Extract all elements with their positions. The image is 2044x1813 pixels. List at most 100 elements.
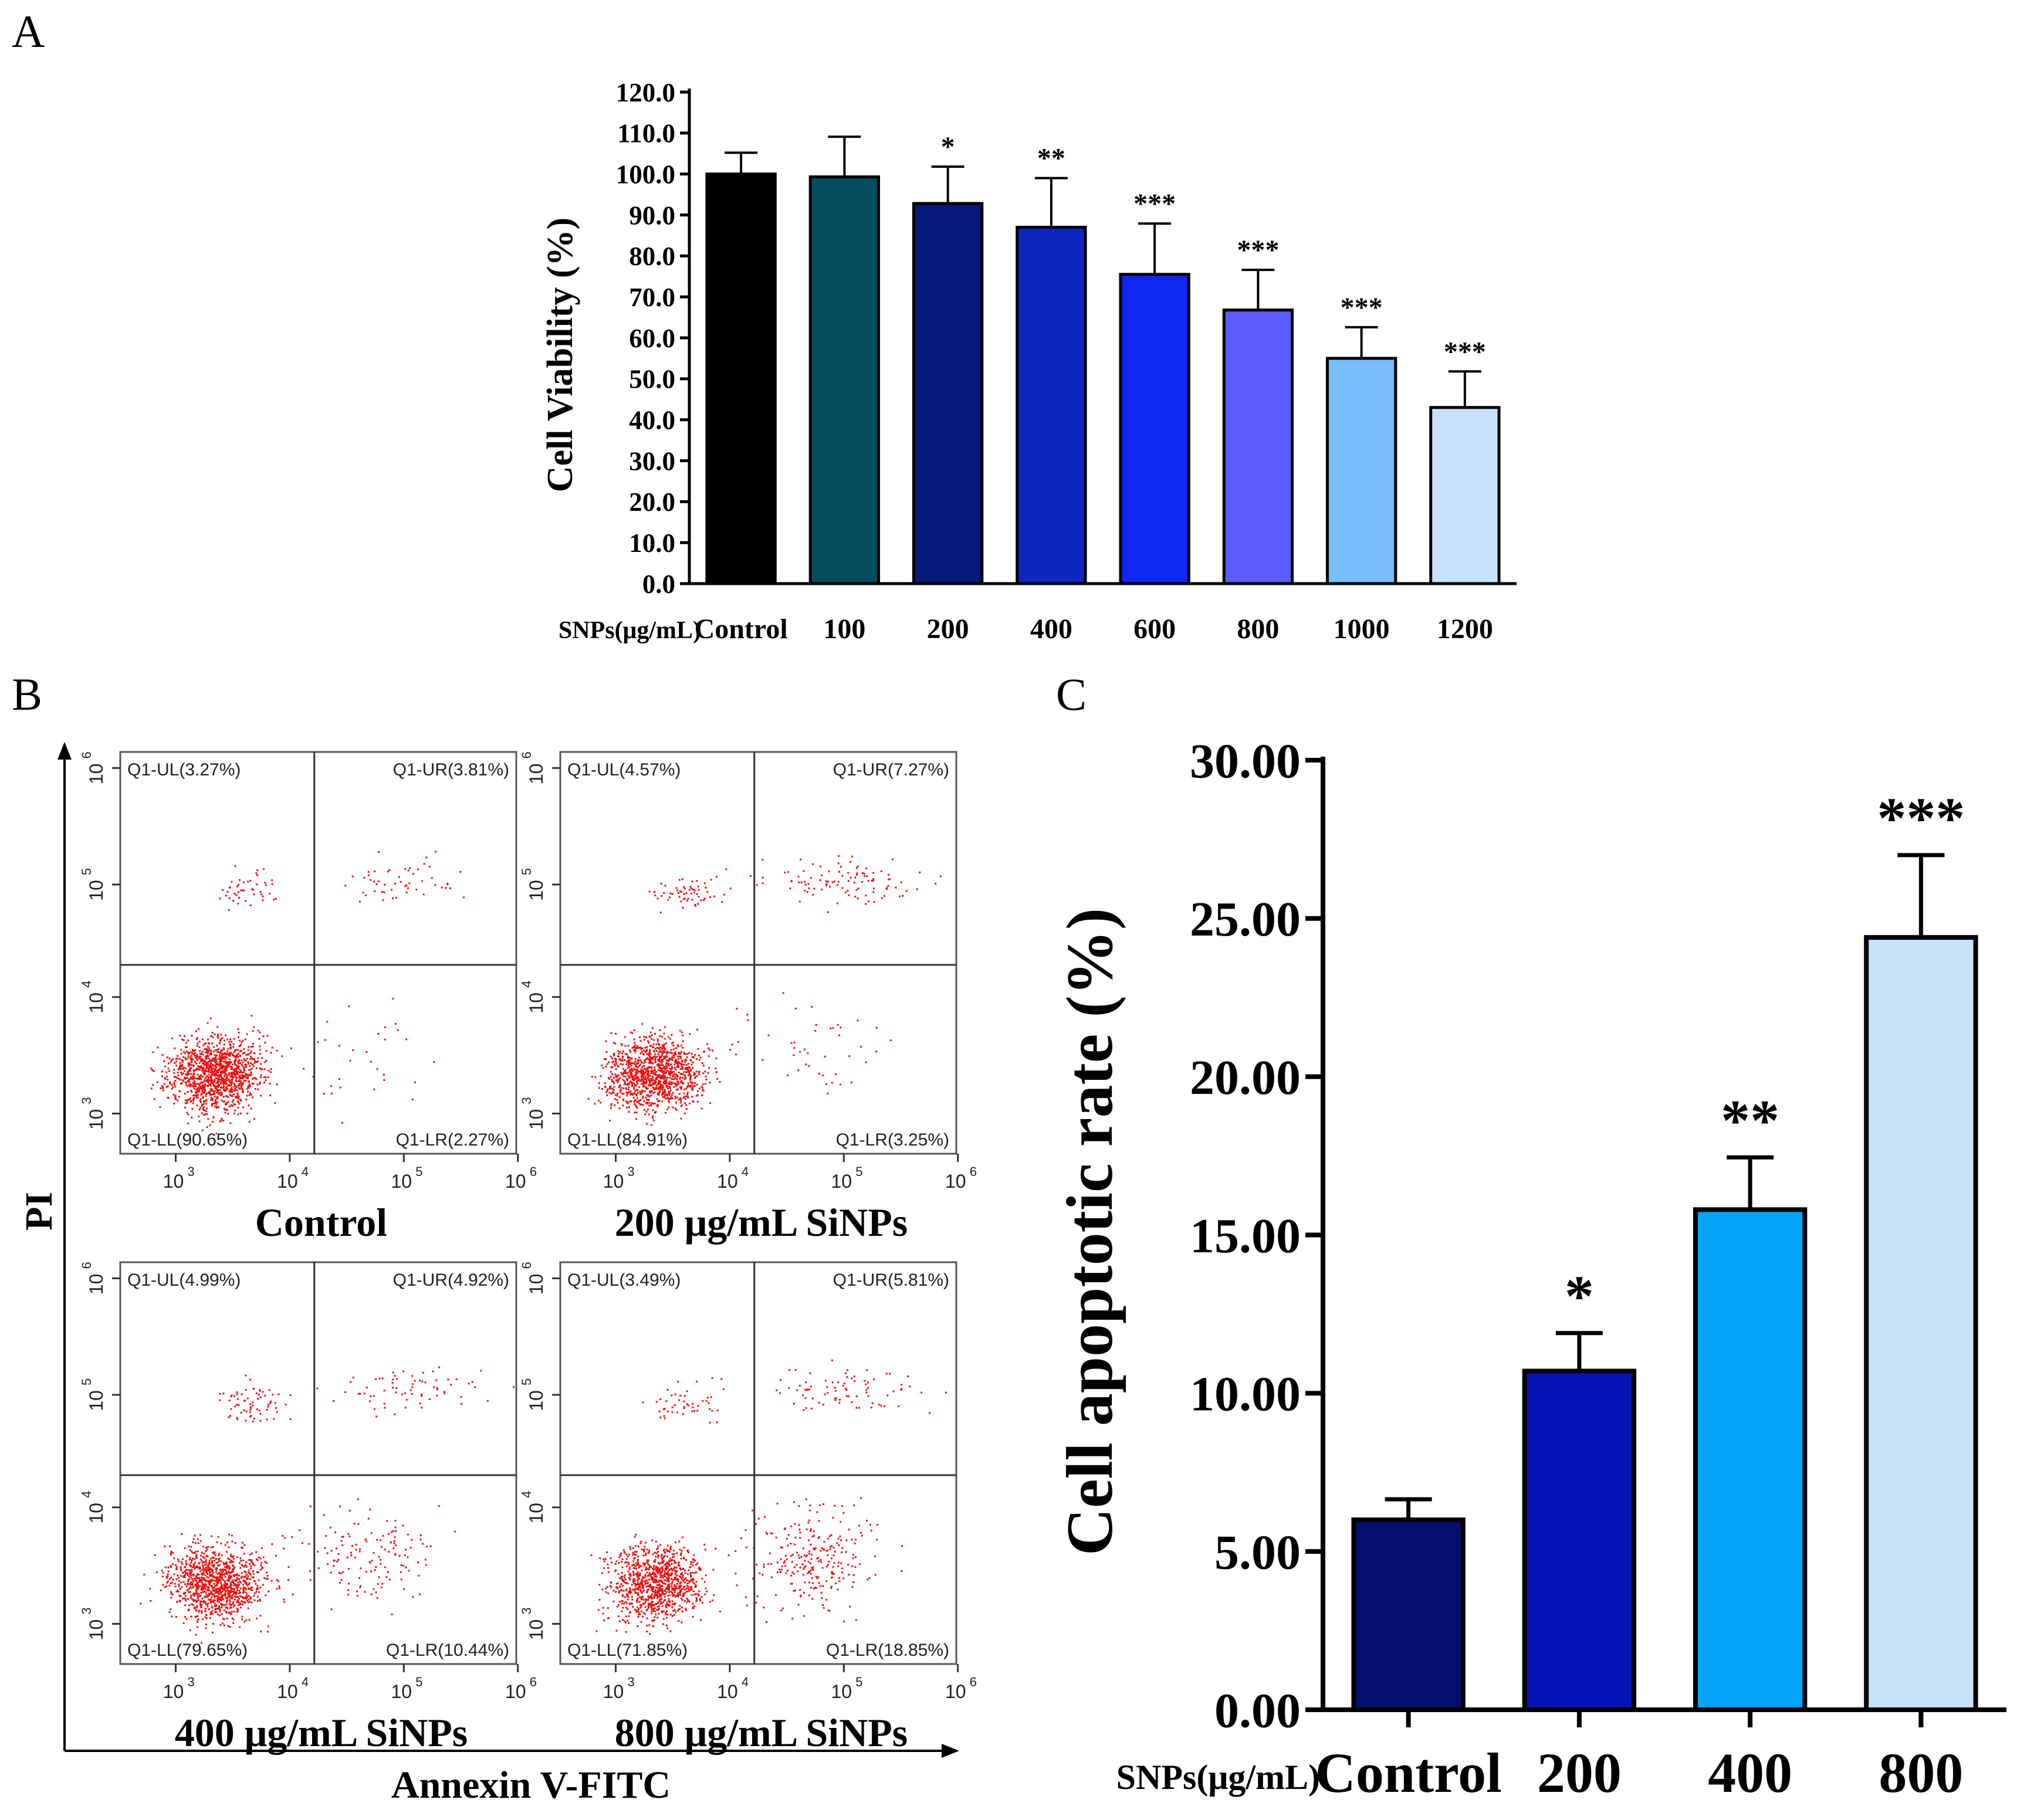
event-dot — [223, 1618, 225, 1620]
event-dot — [219, 1063, 222, 1066]
event-dot — [245, 1573, 248, 1575]
event-dot — [339, 1505, 341, 1507]
event-dot — [615, 1563, 617, 1565]
event-dot — [629, 1589, 631, 1591]
event-dot — [703, 882, 706, 885]
event-dot — [689, 1086, 691, 1088]
event-dot — [236, 1589, 238, 1591]
event-dot — [615, 1079, 617, 1082]
event-dot — [597, 1100, 600, 1102]
y-tick-label: 10.0 — [629, 528, 675, 558]
y-tick-label: 40.0 — [629, 405, 675, 435]
event-dot — [627, 1055, 629, 1058]
event-dot — [227, 1061, 229, 1063]
event-dot — [665, 1051, 667, 1053]
event-dot — [641, 1078, 644, 1080]
event-dot — [729, 1049, 732, 1051]
event-dot — [604, 1058, 606, 1060]
event-dot — [690, 1075, 692, 1077]
event-dot — [630, 1076, 632, 1078]
event-dot — [198, 1077, 199, 1079]
event-dot — [232, 1103, 235, 1105]
event-dot — [656, 1104, 658, 1106]
event-dot — [170, 1565, 172, 1567]
event-dot — [364, 1538, 367, 1540]
event-dot — [239, 1580, 241, 1582]
event-dot — [241, 1074, 243, 1076]
event-dot — [228, 1571, 230, 1573]
event-dot — [259, 1557, 262, 1560]
event-dot — [255, 1558, 258, 1561]
event-dot — [397, 1029, 399, 1031]
event-dot — [263, 868, 265, 870]
event-dot — [660, 1572, 662, 1574]
event-dot — [190, 1100, 192, 1102]
event-dot — [652, 1069, 654, 1072]
event-dot — [635, 1071, 637, 1073]
event-dot — [221, 1037, 224, 1039]
event-dot — [195, 1062, 197, 1065]
event-dot — [185, 1042, 187, 1044]
event-dot — [674, 1571, 676, 1573]
event-dot — [364, 894, 367, 896]
event-dot — [212, 1564, 215, 1567]
event-dot — [214, 1611, 216, 1613]
event-dot — [201, 1574, 204, 1576]
event-dot — [619, 1051, 621, 1053]
event-dot — [660, 883, 662, 885]
event-dot — [213, 1557, 215, 1559]
event-dot — [649, 1084, 652, 1086]
event-dot — [243, 1580, 245, 1582]
event-dot — [665, 1573, 667, 1575]
event-dot — [692, 1564, 694, 1567]
event-dot — [218, 1578, 220, 1581]
event-dot — [215, 1554, 216, 1556]
event-dot — [690, 887, 692, 890]
event-dot — [404, 868, 407, 870]
event-dot — [353, 1523, 356, 1524]
event-dot — [208, 1598, 210, 1601]
event-dot — [198, 1109, 201, 1111]
event-dot — [262, 895, 264, 897]
event-dot — [181, 1571, 184, 1574]
event-dot — [411, 1393, 413, 1395]
event-dot — [654, 1066, 655, 1069]
event-dot — [691, 899, 693, 901]
event-dot — [255, 1078, 258, 1080]
event-dot — [654, 1055, 656, 1058]
event-dot — [189, 1591, 191, 1593]
event-dot — [180, 1079, 182, 1081]
event-dot — [189, 1056, 191, 1059]
event-dot — [242, 1589, 245, 1591]
event-dot — [242, 1072, 243, 1074]
event-dot — [205, 1584, 207, 1587]
event-dot — [632, 1062, 634, 1065]
event-dot — [236, 1578, 238, 1580]
event-dot — [246, 1058, 248, 1060]
event-dot — [646, 1625, 648, 1626]
event-dot — [255, 872, 258, 875]
x-tick-label-exp: 4 — [742, 1164, 749, 1179]
event-dot — [175, 1065, 177, 1067]
event-dot — [221, 1576, 223, 1578]
event-dot — [187, 1055, 189, 1058]
x-tick-label-base: 10 — [831, 1171, 852, 1192]
event-dot — [682, 1046, 684, 1049]
event-dot — [213, 1092, 215, 1094]
event-dot — [657, 1556, 659, 1558]
event-dot — [221, 1093, 223, 1095]
event-dot — [220, 1568, 222, 1571]
event-dot — [262, 1584, 264, 1586]
event-dot — [639, 1063, 641, 1066]
event-dot — [668, 1577, 670, 1579]
event-dot — [363, 877, 366, 879]
event-dot — [631, 1074, 633, 1076]
event-dot — [178, 1068, 180, 1070]
event-dot — [676, 889, 679, 892]
event-dot — [685, 1087, 688, 1090]
event-dot — [218, 1607, 221, 1609]
event-dot — [658, 1092, 661, 1094]
event-dot — [636, 1601, 638, 1603]
event-dot — [203, 1101, 205, 1103]
event-dot — [685, 1104, 688, 1106]
